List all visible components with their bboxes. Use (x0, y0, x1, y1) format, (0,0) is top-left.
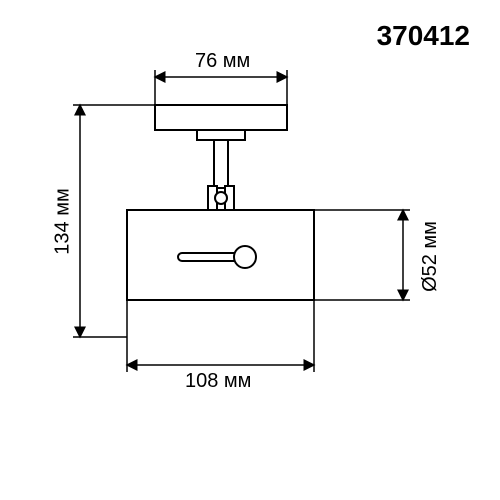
connector-block (197, 130, 245, 140)
arm-vertical (214, 140, 228, 188)
joint-pivot (215, 192, 227, 204)
dim-label-bottom: 108 мм (185, 370, 251, 393)
dim-label-left: 134 мм (52, 188, 75, 254)
mount-plate (155, 105, 287, 130)
dim-label-right: Ø52 мм (419, 221, 442, 292)
knob-shaft (178, 253, 238, 261)
dim-label-top: 76 мм (195, 50, 250, 73)
knob-head (234, 246, 256, 268)
